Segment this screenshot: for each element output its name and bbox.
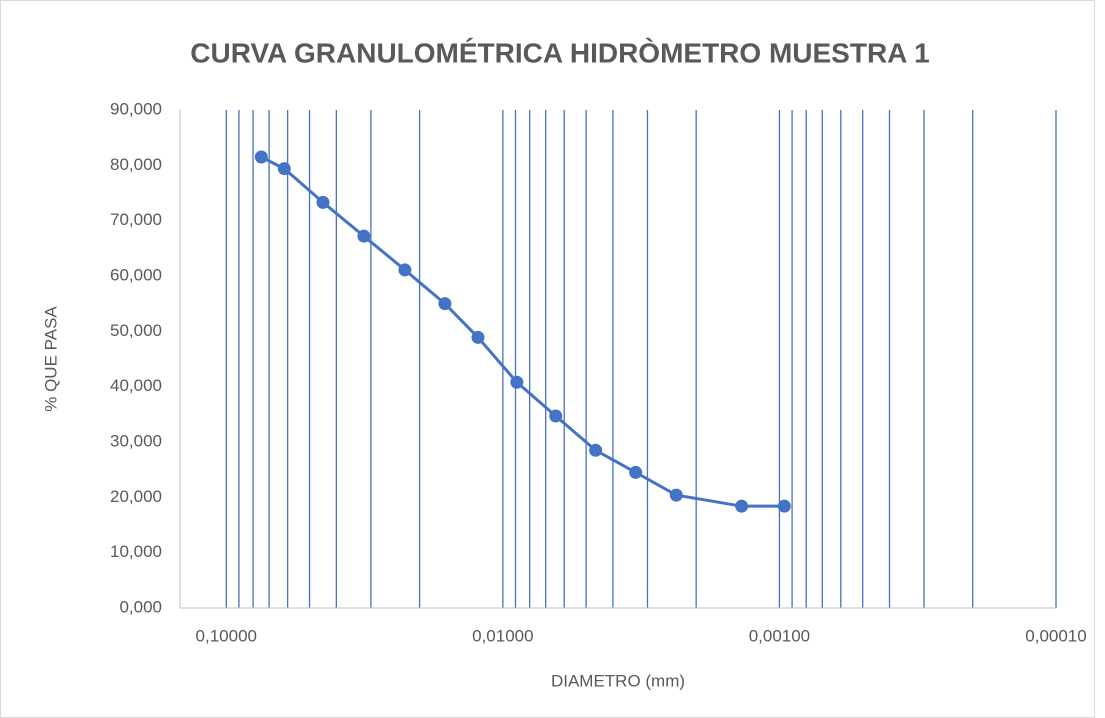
data-point: [357, 229, 371, 243]
data-line: [260, 155, 785, 508]
x-tick-label: 0,10000: [196, 626, 257, 645]
data-point: [438, 297, 452, 311]
y-tick-label: 0,000: [119, 597, 162, 616]
data-point: [471, 330, 485, 344]
data-point: [549, 409, 563, 423]
data-point: [510, 375, 524, 389]
data-point: [669, 488, 683, 502]
data-point: [316, 195, 330, 209]
y-axis-label: % QUE PASA: [41, 306, 60, 412]
x-tick-label: 0,00100: [749, 626, 810, 645]
data-point: [735, 499, 749, 513]
y-tick-label: 20,000: [110, 487, 162, 506]
y-tick-label: 70,000: [110, 210, 162, 229]
y-tick-label: 40,000: [110, 376, 162, 395]
y-tick-label: 60,000: [110, 265, 162, 284]
data-point: [777, 499, 791, 513]
x-tick-label: 0,00010: [1025, 626, 1086, 645]
data-point: [629, 465, 643, 479]
data-point: [254, 150, 268, 164]
x-axis-label: DIAMETRO (mm): [551, 671, 685, 690]
y-tick-label: 80,000: [110, 155, 162, 174]
y-tick-label: 50,000: [110, 321, 162, 340]
x-tick-label: 0,01000: [472, 626, 533, 645]
y-tick-label: 10,000: [110, 542, 162, 561]
chart-title: CURVA GRANULOMÉTRICA HIDRÒMETRO MUESTRA …: [190, 37, 929, 68]
y-tick-label: 90,000: [110, 99, 162, 118]
data-point: [398, 263, 412, 277]
data-point: [589, 443, 603, 457]
data-point: [277, 162, 291, 176]
y-tick-label: 30,000: [110, 431, 162, 450]
